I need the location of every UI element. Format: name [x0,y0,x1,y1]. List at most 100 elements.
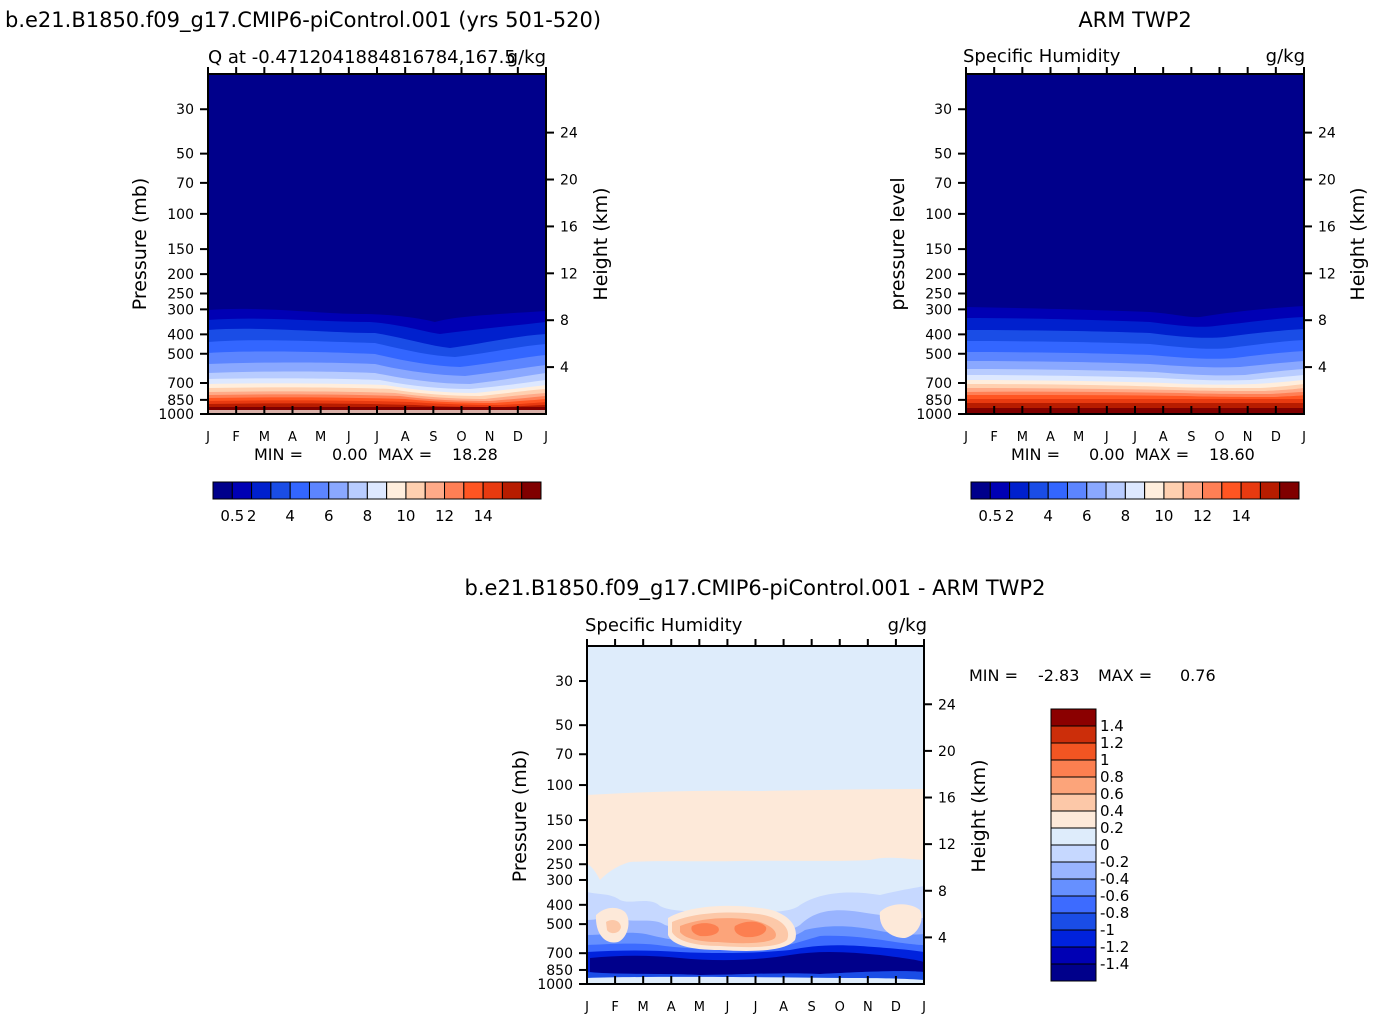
y-tick-label: 1000 [158,407,194,423]
y-tick-label: 850 [925,393,952,409]
y-tick-label: 70 [176,176,194,192]
x-tick-label: J [963,430,968,445]
y-tick-label: 150 [546,813,573,829]
colorbar-swatch [347,481,368,500]
y-tick-label: 700 [546,946,573,962]
colorbar-swatch [501,481,523,500]
x-tick-label: J [724,1000,729,1015]
y-tick-label: 200 [167,267,194,283]
y2-tick-label: 4 [560,360,569,376]
colorbar-swatch [289,481,310,500]
y-tick-label: 400 [925,327,952,343]
x-tick-label: N [485,430,495,445]
colorbar-swatch [1050,708,1097,727]
y2-tick-label: 24 [560,126,578,142]
max-label: MAX = [1135,445,1189,464]
x-tick-label: N [1243,430,1253,445]
y2-tick-label: 12 [560,266,578,282]
x-tick-label: J [1132,430,1137,445]
y-tick-label: 50 [555,718,573,734]
x-tick-label: J [374,430,379,445]
min-value: 0.00 [332,445,368,464]
plot-area-model [208,74,546,414]
colorbar-tick-label: 8 [1121,507,1131,525]
colorbar-swatch [1050,963,1097,982]
panel-model: b.e21.B1850.f09_g17.CMIP6-piControl.001 … [5,8,612,525]
colorbar-tick-label: 0.6 [1100,785,1124,803]
ylabel-height: Height (km) [1347,187,1369,300]
y-tick-label: 250 [925,287,952,303]
x-tick-label: J [346,430,351,445]
x-tick-label: J [921,1000,926,1015]
colorbar-swatch [386,481,407,500]
min-label: MIN = [969,666,1018,685]
colorbar-tick-label: 0.8 [1100,768,1124,786]
colorbar-swatch [328,481,349,500]
y-tick-label: 70 [555,747,573,763]
colorbar-tick-label: 10 [1154,507,1173,525]
panel-diff-subtitle: Specific Humidity [585,615,743,636]
x-tick-label: A [401,430,410,445]
panel-model-subtitle: Q at -0.4712041884816784,167.5 [208,47,516,68]
colorbar-swatch [1202,481,1223,500]
x-tick-label: A [1159,430,1168,445]
max-label: MAX = [378,445,432,464]
x-tick-label: M [694,1000,705,1015]
y-tick-label: 250 [167,287,194,303]
x-tick-label: A [288,430,297,445]
colorbar-tick-label: 14 [474,507,493,525]
y2-tick-label: 16 [938,791,956,807]
x-tick-label: A [779,1000,788,1015]
colorbar-swatch [1144,481,1165,500]
x-tick-label: M [638,1000,649,1015]
x-tick-label: M [1017,430,1028,445]
x-tick-label: D [513,430,523,445]
max-value: 0.76 [1180,666,1216,685]
x-tick-label: S [429,430,437,445]
y-tick-label: 1000 [537,977,573,993]
colorbar-tick-label: 8 [363,507,373,525]
x-tick-label: J [753,1000,758,1015]
colorbar-tick-label: 0.2 [1100,819,1124,837]
colorbar-tick-label: -0.4 [1100,870,1129,888]
colorbar-tick-label: 0 [1100,836,1110,854]
x-tick-label: O [1214,430,1224,445]
colorbar-swatch [405,481,426,500]
colorbar-tick-label: -1.2 [1100,938,1129,956]
y2-tick-label: 4 [1318,360,1327,376]
colorbar-tick-label: -0.8 [1100,904,1129,922]
colorbar-swatch [1163,481,1184,500]
x-tick-label: F [611,1000,618,1015]
y-tick-label: 700 [167,376,194,392]
colorbar-swatch [270,481,291,500]
y-tick-label: 700 [925,376,952,392]
colorbar-swatch [1050,725,1097,744]
max-value: 18.60 [1209,445,1255,464]
y2-tick-label: 12 [938,837,956,853]
y-tick-label: 400 [167,327,194,343]
colorbar-swatch [1279,481,1300,500]
colorbar-tick-label: -0.2 [1100,853,1129,871]
y2-tick-label: 8 [560,313,569,329]
max-label: MAX = [1098,666,1152,685]
panel-obs: ARM TWP2 Specific Humidity g/kg J F M A M J J A… [887,8,1369,525]
y-tick-label: 200 [925,267,952,283]
colorbar-swatch [463,481,484,500]
y2-tick-label: 20 [1318,173,1336,189]
y-tick-label: 500 [925,347,952,363]
y2-tick-label: 12 [1318,266,1336,282]
colorbar-swatch [1086,481,1107,500]
ylabel-height: Height (km) [968,759,990,872]
y-tick-label: 70 [934,176,952,192]
colorbar-swatch [1066,481,1088,500]
x-tick-label: M [1073,430,1084,445]
y-tick-label: 50 [934,147,952,163]
colorbar-swatch [1050,827,1097,846]
min-value: -2.83 [1038,666,1079,685]
contour-band-negative [590,951,924,975]
y2-tick-label: 16 [1318,219,1336,235]
colorbar-tick-label: 14 [1232,507,1251,525]
y-tick-label: 150 [167,242,194,258]
